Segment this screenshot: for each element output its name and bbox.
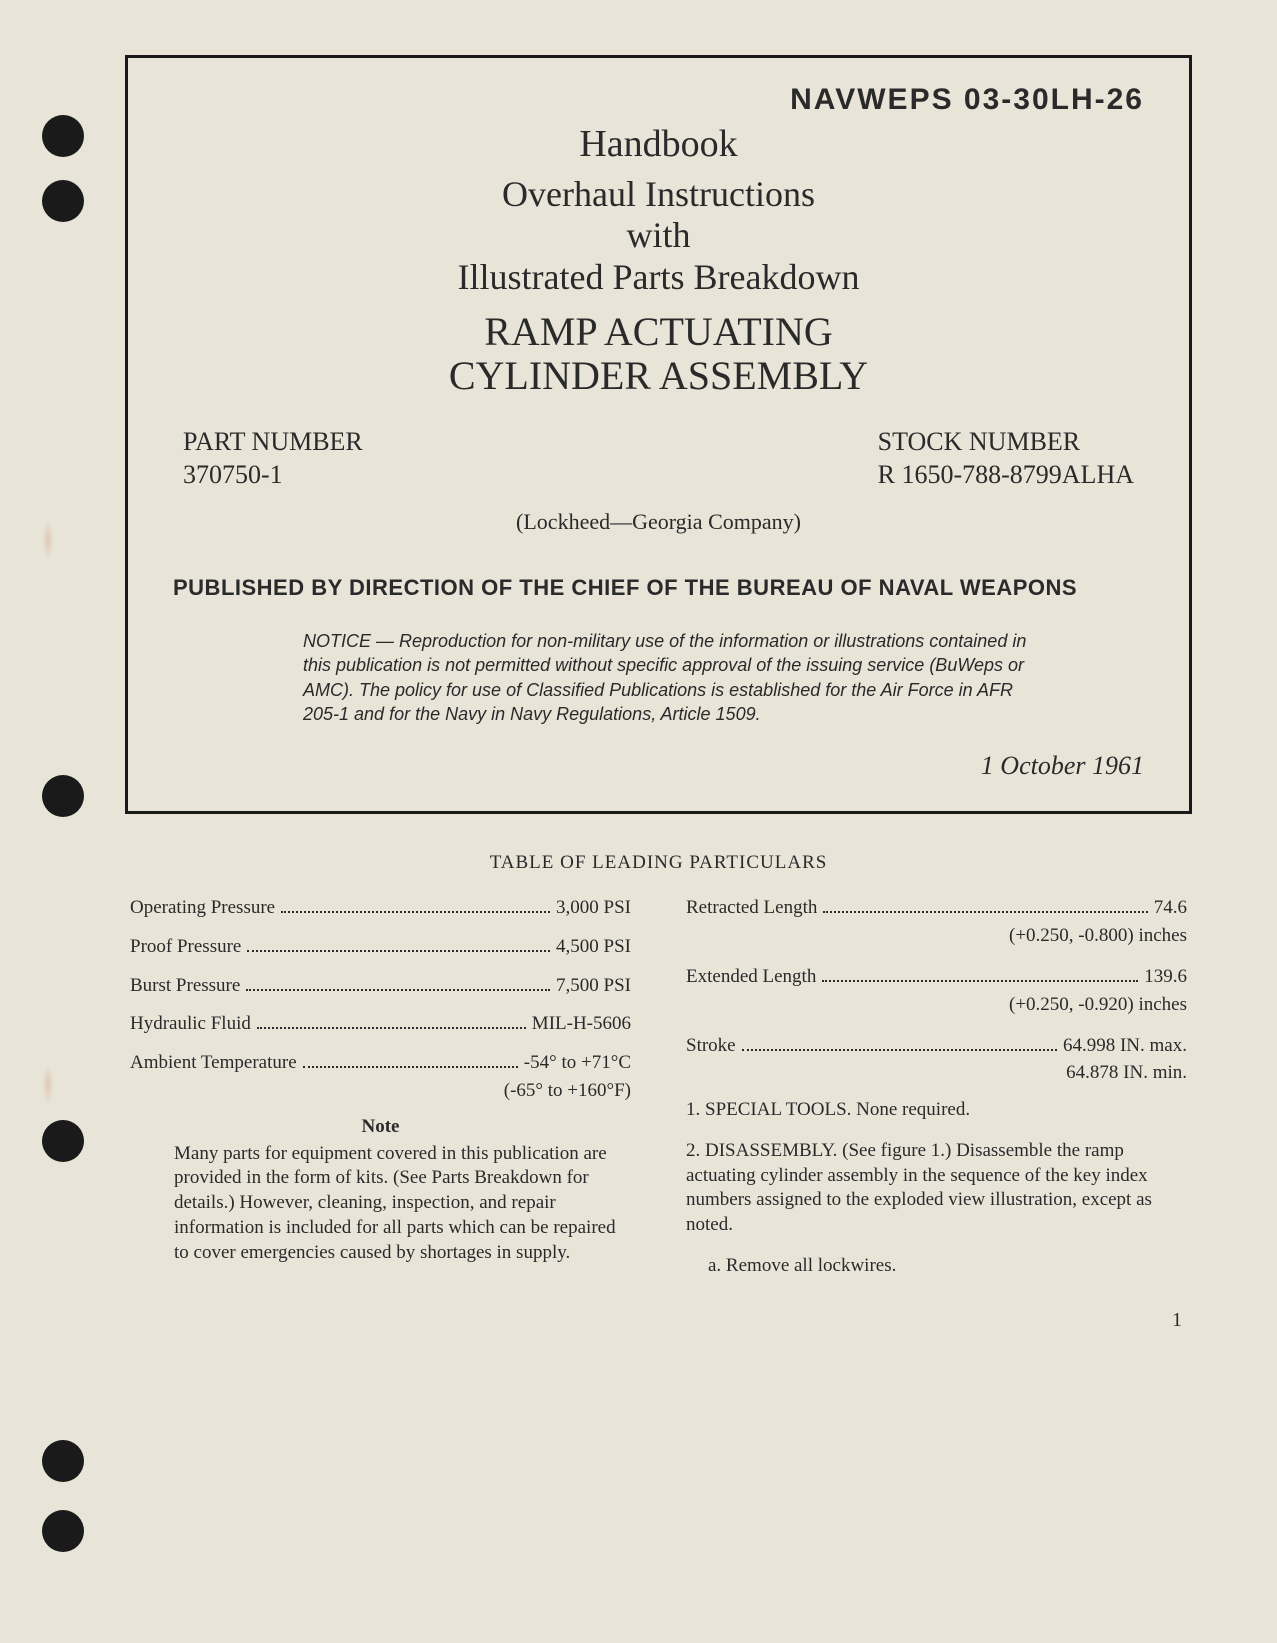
body-paragraph: 2. DISASSEMBLY. (See figure 1.) Disassem… [686,1139,1187,1238]
leader-dots [742,1049,1057,1051]
body-section: TABLE OF LEADING PARTICULARS Operating P… [130,852,1187,1294]
main-title-line-1: RAMP ACTUATING [484,309,833,354]
spec-subvalue: 64.878 IN. min. [686,1062,1187,1084]
punch-hole-icon [42,1510,84,1552]
spec-value: -54° to +71°C [524,1051,631,1076]
left-specs-list: Operating Pressure 3,000 PSI Proof Pressur… [130,896,631,1101]
spec-row: Burst Pressure 7,500 PSI [130,974,631,999]
subtitle: Overhaul Instructions with Illustrated P… [173,174,1144,298]
spec-label: Operating Pressure [130,896,275,921]
title-block: Handbook Overhaul Instructions with Illu… [173,122,1144,398]
leader-dots [257,1027,526,1029]
punch-hole-icon [42,115,84,157]
paper-stain [42,520,54,560]
notice-lead: NOTICE [303,631,371,651]
part-number-block: PART NUMBER 370750-1 [183,426,363,491]
spec-row: Stroke 64.998 IN. max. [686,1034,1187,1059]
spec-value: 74.6 [1154,896,1187,921]
subtitle-line-3: Illustrated Parts Breakdown [458,257,860,297]
spec-value: 3,000 PSI [556,896,631,921]
spec-label: Ambient Temperature [130,1051,297,1076]
leader-dots [822,980,1138,982]
two-column-layout: Operating Pressure 3,000 PSI Proof Pressur… [130,896,1187,1294]
spec-label: Proof Pressure [130,935,241,960]
punch-hole-icon [42,775,84,817]
spec-label: Hydraulic Fluid [130,1012,251,1037]
body-paragraph: a. Remove all lockwires. [708,1254,1187,1279]
spec-value: MIL-H-5606 [532,1012,631,1037]
right-column: Retracted Length 74.6 (+0.250, -0.800) inc… [686,896,1187,1294]
spec-value: 64.998 IN. max. [1063,1034,1187,1059]
spec-row: Ambient Temperature -54° to +71°C [130,1051,631,1076]
handbook-label: Handbook [173,122,1144,166]
note-heading: Note [130,1116,631,1138]
page: NAVWEPS 03-30LH-26 Handbook Overhaul Ins… [80,30,1237,1613]
spec-label: Retracted Length [686,896,817,921]
spec-row: Operating Pressure 3,000 PSI [130,896,631,921]
spec-row: Hydraulic Fluid MIL-H-5606 [130,1012,631,1037]
notice-paragraph: NOTICE — Reproduction for non-military u… [303,629,1044,726]
punch-hole-icon [42,180,84,222]
stock-number-value: R 1650-788-8799ALHA [878,459,1134,492]
spec-label: Extended Length [686,965,816,990]
numbers-row: PART NUMBER 370750-1 STOCK NUMBER R 1650… [183,426,1134,491]
spec-row: Proof Pressure 4,500 PSI [130,935,631,960]
spec-value: 139.6 [1144,965,1187,990]
main-title-line-2: CYLINDER ASSEMBLY [449,353,868,398]
leader-dots [281,911,550,913]
part-number-value: 370750-1 [183,459,363,492]
spec-value: 7,500 PSI [556,974,631,999]
leader-dots [247,950,550,952]
spec-subvalue: (+0.250, -0.920) inches [686,994,1187,1016]
subtitle-line-2: with [626,215,690,255]
right-specs-list: Retracted Length 74.6 (+0.250, -0.800) inc… [686,896,1187,1084]
spec-row: Extended Length 139.6 [686,965,1187,990]
right-paragraphs: 1. SPECIAL TOOLS. None required. 2. DISAS… [686,1098,1187,1278]
notice-body: — Reproduction for non-military use of t… [303,631,1026,724]
title-frame: NAVWEPS 03-30LH-26 Handbook Overhaul Ins… [125,55,1192,814]
spec-label: Stroke [686,1034,736,1059]
punch-hole-icon [42,1120,84,1162]
particulars-heading: TABLE OF LEADING PARTICULARS [130,852,1187,874]
leader-dots [823,911,1147,913]
spec-label: Burst Pressure [130,974,240,999]
spec-row: Retracted Length 74.6 [686,896,1187,921]
note-body: Many parts for equipment covered in this… [174,1142,621,1265]
spec-subvalue: (-65° to +160°F) [130,1080,631,1102]
document-id: NAVWEPS 03-30LH-26 [173,83,1144,117]
paper-stain [42,1065,54,1105]
publisher-line: PUBLISHED BY DIRECTION OF THE CHIEF OF T… [173,575,1144,601]
leader-dots [303,1066,518,1068]
part-number-label: PART NUMBER [183,426,363,459]
leader-dots [246,989,550,991]
company-name: (Lockheed—Georgia Company) [173,509,1144,535]
left-column: Operating Pressure 3,000 PSI Proof Pressur… [130,896,631,1294]
stock-number-block: STOCK NUMBER R 1650-788-8799ALHA [878,426,1134,491]
main-title: RAMP ACTUATING CYLINDER ASSEMBLY [173,310,1144,398]
spec-subvalue: (+0.250, -0.800) inches [686,925,1187,947]
body-paragraph: 1. SPECIAL TOOLS. None required. [686,1098,1187,1123]
punch-hole-icon [42,1440,84,1482]
spec-value: 4,500 PSI [556,935,631,960]
page-number: 1 [80,1309,1182,1332]
publication-date: 1 October 1961 [173,751,1144,781]
subtitle-line-1: Overhaul Instructions [502,174,815,214]
stock-number-label: STOCK NUMBER [878,426,1134,459]
